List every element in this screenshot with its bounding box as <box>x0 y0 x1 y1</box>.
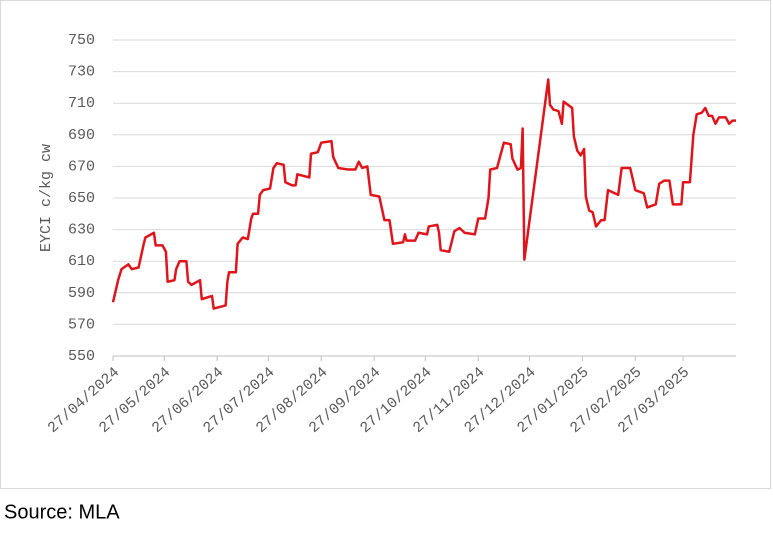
y-tick-label: 550 <box>68 348 95 365</box>
y-tick-label: 590 <box>68 285 95 302</box>
chart-frame <box>0 0 771 489</box>
y-tick-label: 570 <box>68 316 95 333</box>
y-tick-label: 730 <box>68 64 95 81</box>
price-line <box>111 78 736 310</box>
y-tick-label: 710 <box>68 95 95 112</box>
y-tick-label: 610 <box>68 253 95 270</box>
y-tick-label: 750 <box>68 32 95 49</box>
y-axis-label: EYCI c/kg cw <box>38 144 55 252</box>
y-tick-label: 630 <box>68 222 95 239</box>
y-tick-label: 670 <box>68 158 95 175</box>
y-tick-label: 690 <box>68 127 95 144</box>
y-tick-label: 650 <box>68 190 95 207</box>
source: Source: MLA <box>4 501 120 523</box>
